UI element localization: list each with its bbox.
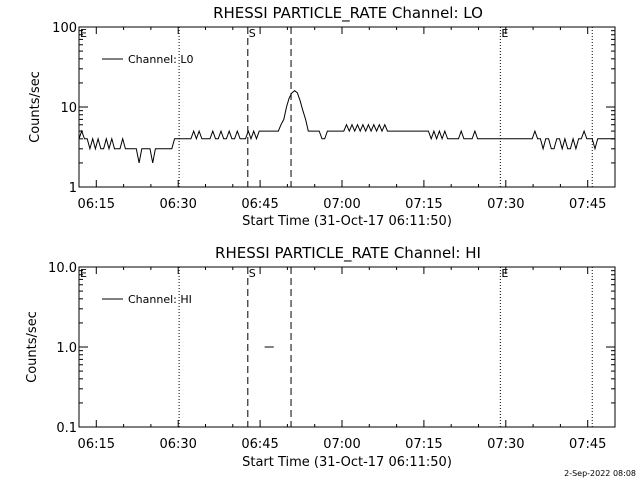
- marker-label: E: [501, 27, 508, 40]
- x-tick-label: 07:45: [569, 197, 606, 212]
- y-axis-label: Counts/sec: [25, 311, 40, 383]
- marker-label: S: [249, 27, 256, 40]
- chart-title: RHESSI PARTICLE_RATE Channel: HI: [215, 244, 481, 263]
- x-tick-label: 07:00: [323, 197, 360, 212]
- y-tick-label: 10: [60, 101, 77, 116]
- plot-frame: [78, 266, 616, 428]
- y-tick-label: 100: [52, 21, 77, 36]
- x-tick-label: 07:30: [487, 197, 524, 212]
- legend: Channel: L0: [102, 53, 194, 66]
- tick-layer: 1 10 100 06:15 06:30 06:45 07:00 07:15 07:30 07:4…: [52, 21, 616, 212]
- y-tick-label: 0.1: [56, 421, 77, 436]
- data-layer: [78, 90, 615, 163]
- x-tick-label: 06:30: [159, 197, 196, 212]
- x-tick-label: 07:00: [323, 437, 360, 452]
- series-line: [78, 90, 615, 163]
- x-tick-label: 07:30: [487, 437, 524, 452]
- chart-panel-lo: RHESSI PARTICLE_RATE Channel: LO Counts/…: [28, 4, 616, 229]
- marker-label: E: [80, 267, 87, 280]
- y-axis-label: Counts/sec: [28, 71, 43, 143]
- y-tick-label: 1.0: [56, 341, 77, 356]
- footer-date: 2-Sep-2022 08:08: [564, 469, 636, 478]
- x-tick-label: 06:45: [241, 197, 278, 212]
- chart-title: RHESSI PARTICLE_RATE Channel: LO: [213, 4, 483, 23]
- marker-label: E: [501, 267, 508, 280]
- x-tick-label: 06:15: [78, 197, 115, 212]
- marker-label: E: [80, 27, 87, 40]
- x-tick-label: 06:45: [241, 437, 278, 452]
- chart-panel-hi: RHESSI PARTICLE_RATE Channel: HI Counts/…: [25, 244, 616, 470]
- legend: Channel: HI: [102, 293, 192, 306]
- y-tick-label: 10.0: [48, 261, 77, 276]
- y-tick-label: 1: [69, 181, 77, 196]
- x-tick-label: 06:30: [159, 437, 196, 452]
- legend-label: Channel: L0: [128, 53, 194, 66]
- x-tick-label: 07:15: [405, 197, 442, 212]
- x-tick-label: 06:15: [78, 437, 115, 452]
- x-axis-label: Start Time (31-Oct-17 06:11:50): [242, 214, 452, 229]
- plot-frame: [78, 26, 616, 188]
- x-tick-label: 07:15: [405, 437, 442, 452]
- x-axis-label: Start Time (31-Oct-17 06:11:50): [242, 455, 452, 470]
- x-tick-label: 07:45: [569, 437, 606, 452]
- marker-label: S: [249, 267, 256, 280]
- legend-label: Channel: HI: [128, 293, 192, 306]
- tick-layer: 0.1 1.0 10.0 06:15 06:30 06:45 07:00 07:15 07:30…: [48, 261, 616, 452]
